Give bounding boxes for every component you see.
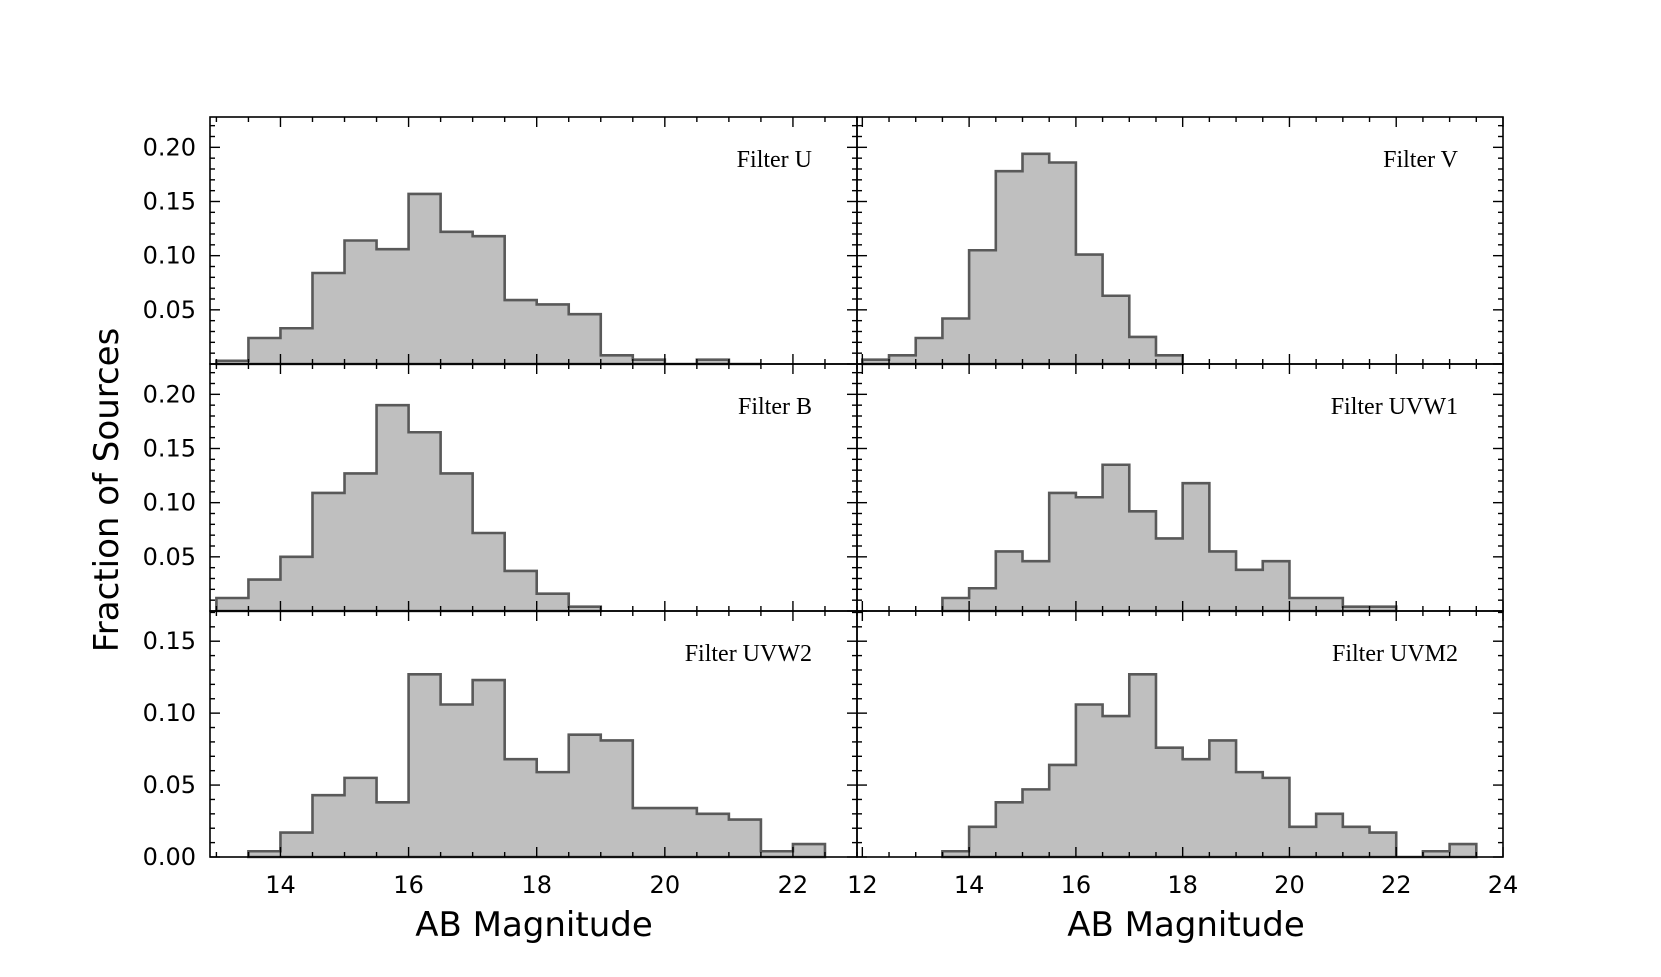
x-axis-title-right: AB Magnitude [1067,905,1305,945]
panel-filter-uvw2: 0.00 0.05 0.10 0.15 14 16 18 20 22 Filter UVW2 [143,610,858,899]
ticks-filter-uvw2 [210,611,858,858]
y-tick-label: 0.10 [143,242,196,270]
histogram-outline [861,152,1184,366]
y-tick-label: 0.15 [143,188,196,216]
histogram-outline [247,672,827,859]
ticks-filter-v [857,117,1504,365]
panel-filter-b: 0.05 0.10 0.15 0.20 Filter B [143,363,858,613]
x-tick-label: 18 [521,871,552,899]
x-tick-label: 14 [265,871,296,899]
panels-group: 0.05 0.10 0.15 0.20 Filter U Filter V 0.05 0.10… [143,116,1519,899]
x-tick-label: 22 [1381,871,1412,899]
x-axis-title-left: AB Magnitude [415,905,653,945]
histogram-outline [941,672,1478,859]
panel-frame [856,610,1504,858]
y-axis-title: Fraction of Sources [87,328,127,653]
y-tick-label: 0.15 [143,627,196,655]
x-tick-label: 18 [1167,871,1198,899]
panel-filter-uvm2: 12 14 16 18 20 22 24 Filter UVM2 [847,610,1519,899]
x-tick-label: 20 [1274,871,1305,899]
panel-filter-u: 0.05 0.10 0.15 0.20 Filter U [143,116,858,366]
x-tick-label: 24 [1488,871,1519,899]
panel-title: Filter UVM2 [1332,641,1458,667]
y-tick-label: 0.10 [143,489,196,517]
panel-title: Filter U [737,147,812,173]
panel-title: Filter UVW2 [685,641,812,667]
histogram-outline [215,192,761,366]
y-tick-label: 0.00 [143,843,196,871]
y-tick-label: 0.15 [143,435,196,463]
y-tick-label: 0.05 [143,543,196,571]
panel-title: Filter B [738,394,812,420]
ticks-filter-uvm2 [857,611,1504,858]
panel-title: Filter V [1383,147,1459,173]
x-tick-label: 22 [778,871,809,899]
y-tick-label: 0.10 [143,699,196,727]
panel-filter-uvw1: Filter UVW1 [856,363,1504,613]
x-tick-label: 16 [393,871,424,899]
y-tick-label: 0.20 [143,133,196,161]
panel-filter-v: Filter V [856,116,1504,366]
x-tick-label: 16 [1061,871,1092,899]
x-tick-label: 20 [650,871,681,899]
x-tick-label: 12 [847,871,878,899]
y-tick-label: 0.05 [143,771,196,799]
y-tick-label: 0.20 [143,380,196,408]
histogram-outline [215,403,603,613]
histogram-outline [941,463,1398,613]
panel-title: Filter UVW1 [1331,394,1458,420]
x-tick-label: 14 [954,871,985,899]
y-tick-label: 0.05 [143,296,196,324]
